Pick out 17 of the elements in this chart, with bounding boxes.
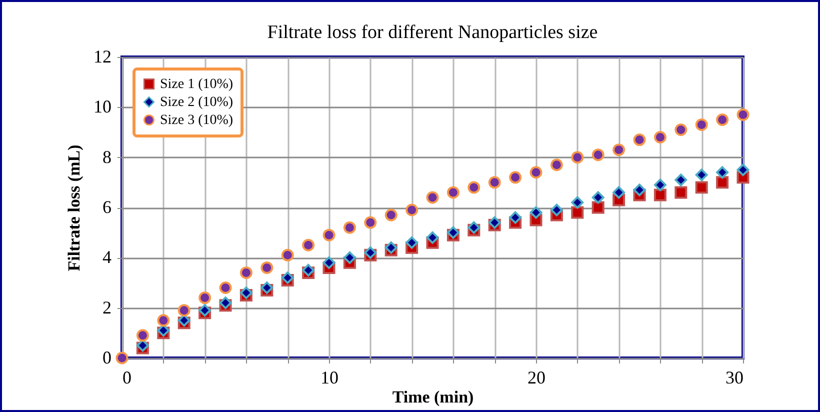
- y-tick-label: 12: [94, 46, 112, 66]
- y-tick-label: 0: [102, 348, 112, 368]
- y-axis-title: Filtrate loss (mL): [64, 144, 84, 272]
- y-tick-label: 8: [102, 146, 112, 167]
- y-tick-label: 10: [94, 96, 112, 117]
- x-tick-label: 20: [528, 368, 546, 388]
- x-tick-label: 0: [122, 368, 132, 388]
- y-tick-label: 2: [102, 297, 112, 318]
- y-tick-label: 4: [102, 247, 112, 268]
- x-tick-label: 30: [726, 368, 744, 388]
- legend-label: Size 1 (10%): [160, 77, 234, 92]
- x-tick-label: 10: [320, 368, 338, 388]
- legend-label: Size 2 (10%): [160, 95, 234, 110]
- x-axis-title: Time (min): [392, 388, 474, 406]
- legend-label: Size 3 (10%): [160, 113, 234, 128]
- y-tick-label: 6: [102, 197, 112, 217]
- chart-title: Filtrate loss for different Nanoparticles size: [267, 22, 598, 43]
